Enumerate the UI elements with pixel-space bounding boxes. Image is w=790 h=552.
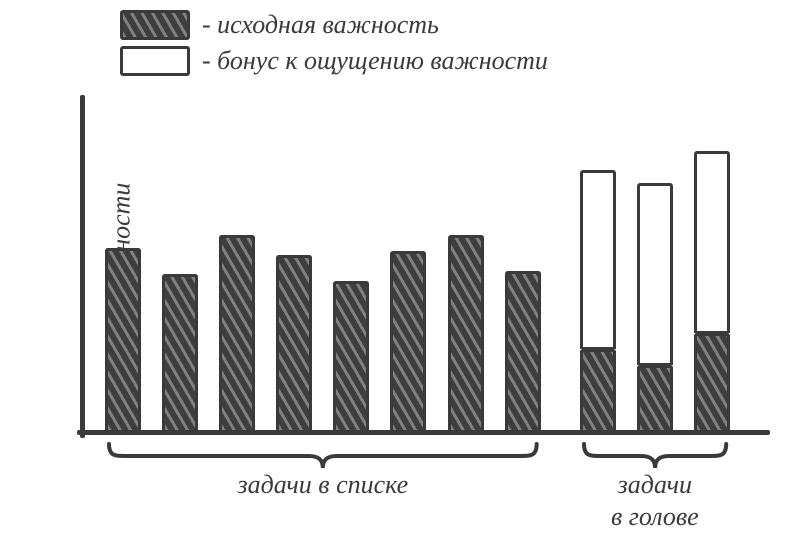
bar-base (219, 235, 255, 430)
bar-base (390, 251, 426, 430)
group-brace-icon (580, 442, 730, 472)
bar (448, 235, 484, 430)
bar-base (105, 248, 141, 430)
chart-frame: Ощущение важности - исходная важность - … (0, 0, 790, 552)
bar (105, 248, 141, 430)
bar-base (448, 235, 484, 430)
x-axis (77, 430, 770, 435)
group-brace-icon (105, 442, 541, 472)
bar (637, 183, 673, 430)
bar (694, 151, 730, 431)
legend-swatch-hatched-icon (120, 10, 190, 40)
bar-base (162, 274, 198, 430)
bar-base (694, 333, 730, 431)
bar (162, 274, 198, 430)
bar-base (505, 271, 541, 430)
legend-item: - бонус к ощущению важности (120, 46, 548, 76)
legend-swatch-white-icon (120, 46, 190, 76)
y-axis (80, 95, 85, 438)
bar-bonus (694, 151, 730, 333)
legend-label: - бонус к ощущению важности (202, 46, 548, 76)
bar-base (333, 281, 369, 431)
bar (580, 170, 616, 430)
bar-base (637, 365, 673, 430)
bar-bonus (580, 170, 616, 349)
bar (505, 271, 541, 430)
legend-item: - исходная важность (120, 10, 548, 40)
group-label: задачи (580, 470, 730, 500)
bar (219, 235, 255, 430)
bar-base (276, 255, 312, 431)
legend-label: - исходная важность (202, 10, 439, 40)
chart-area (80, 105, 760, 435)
bar (333, 281, 369, 431)
group-label: в голове (580, 502, 730, 532)
group-label: задачи в списке (105, 470, 541, 500)
bar (276, 255, 312, 431)
bars-container (105, 105, 730, 430)
bar-base (580, 349, 616, 430)
bar (390, 251, 426, 430)
bar-bonus (637, 183, 673, 365)
legend: - исходная важность - бонус к ощущению в… (120, 10, 548, 82)
